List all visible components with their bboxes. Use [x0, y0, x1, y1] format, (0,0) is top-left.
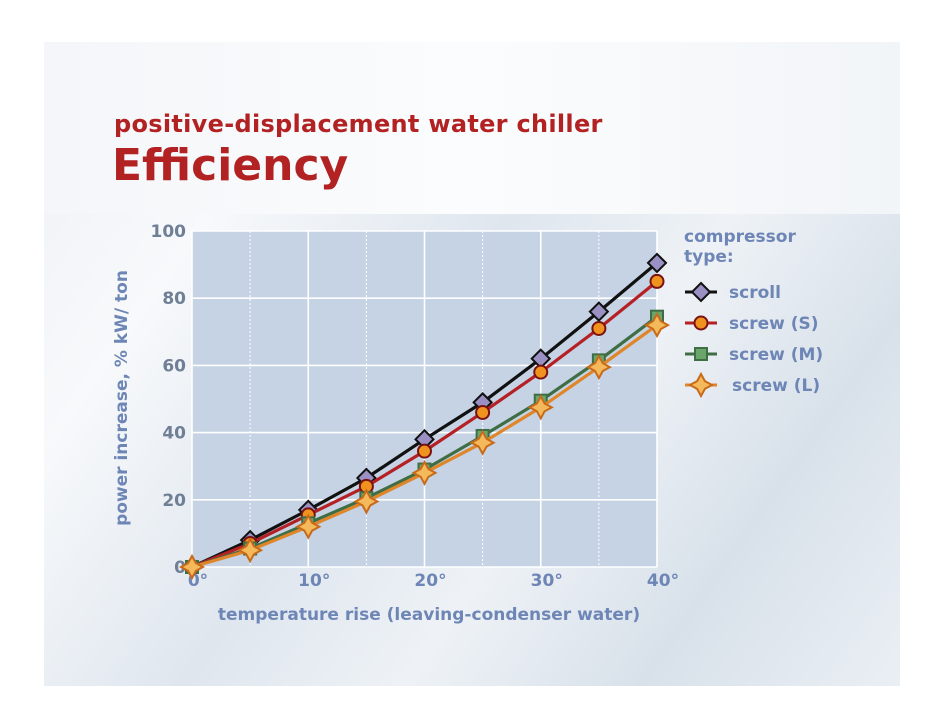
header-band: [44, 42, 900, 214]
slide-subtitle: positive-displacement water chiller: [114, 110, 603, 138]
star-marker: [237, 537, 264, 564]
y-tick-label: 100: [151, 222, 187, 242]
circle-marker: [693, 315, 709, 331]
legend-item: scroll: [685, 281, 781, 303]
series-group: [178, 312, 671, 581]
legend-label: screw (L): [732, 376, 820, 396]
y-tick-label: 0: [174, 558, 186, 578]
x-tick-label: 10°: [298, 571, 330, 591]
series-layer: [178, 252, 671, 581]
square-marker: [694, 347, 708, 361]
diamond-marker: [646, 252, 668, 274]
x-axis-title: temperature rise (leaving-condenser wate…: [218, 605, 640, 625]
y-tick-label: 40: [162, 424, 186, 444]
legend-title: compressor: [684, 227, 796, 247]
legend-item: screw (S): [685, 314, 819, 334]
circle-marker: [649, 273, 665, 289]
circle-marker: [417, 443, 432, 459]
circle-marker: [475, 404, 491, 420]
circle-marker: [591, 320, 607, 336]
y-tick-label: 60: [162, 356, 186, 376]
star-marker: [178, 553, 206, 581]
star-marker: [411, 459, 438, 486]
star-marker: [585, 354, 612, 381]
diamond-marker: [588, 301, 610, 323]
circle-marker: [533, 364, 549, 380]
diamond-marker: [690, 281, 712, 303]
legend-title: type:: [684, 247, 734, 267]
x-tick-label: 20°: [414, 571, 446, 591]
star-marker: [527, 394, 554, 421]
y-tick-label: 20: [162, 491, 186, 511]
x-tick-label: 40°: [647, 571, 679, 591]
legend-label: screw (M): [729, 345, 823, 365]
slide-background: positive-displacement water chiller Effi…: [44, 42, 900, 686]
star-marker: [469, 429, 496, 456]
legend-label: scroll: [729, 283, 781, 303]
x-tick-label: 30°: [531, 571, 563, 591]
slide-title: Efficiency: [112, 140, 349, 191]
star-marker: [687, 371, 715, 399]
star-marker: [643, 312, 671, 339]
y-tick-label: 80: [162, 289, 186, 309]
legend-label: screw (S): [729, 314, 819, 334]
star-marker: [353, 488, 380, 515]
legend-item: screw (M): [685, 345, 823, 365]
y-axis-title: power increase, % kW/ ton: [112, 270, 132, 526]
legend-item: screw (L): [685, 371, 820, 399]
star-marker: [295, 513, 322, 540]
